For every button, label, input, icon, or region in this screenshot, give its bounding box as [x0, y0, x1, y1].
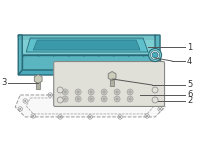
Circle shape: [139, 94, 141, 96]
Polygon shape: [18, 70, 160, 75]
Circle shape: [90, 90, 93, 93]
Text: 5: 5: [187, 81, 192, 90]
Circle shape: [152, 97, 158, 103]
Circle shape: [64, 97, 67, 100]
Circle shape: [129, 97, 132, 100]
Circle shape: [77, 97, 80, 100]
Text: 6: 6: [187, 90, 192, 100]
Polygon shape: [34, 75, 42, 83]
Circle shape: [62, 96, 68, 102]
Circle shape: [59, 116, 61, 118]
Circle shape: [116, 90, 119, 93]
Circle shape: [24, 100, 26, 102]
Polygon shape: [26, 98, 154, 114]
Polygon shape: [18, 35, 160, 55]
Circle shape: [146, 115, 148, 117]
Circle shape: [101, 89, 107, 95]
Circle shape: [79, 94, 81, 96]
Circle shape: [109, 94, 111, 96]
Circle shape: [57, 87, 63, 93]
Bar: [36, 81, 40, 89]
Bar: [110, 78, 114, 86]
Circle shape: [101, 96, 107, 102]
Circle shape: [62, 89, 68, 95]
Circle shape: [75, 96, 81, 102]
Circle shape: [103, 90, 106, 93]
Circle shape: [154, 100, 156, 102]
Text: 3: 3: [1, 78, 6, 87]
Circle shape: [89, 116, 91, 118]
Circle shape: [159, 108, 161, 110]
Text: 1: 1: [187, 42, 192, 52]
Circle shape: [103, 97, 106, 100]
Polygon shape: [18, 35, 22, 75]
Polygon shape: [33, 40, 140, 50]
Circle shape: [114, 89, 120, 95]
Circle shape: [19, 108, 21, 110]
Polygon shape: [22, 55, 160, 70]
Polygon shape: [26, 38, 148, 52]
Circle shape: [149, 49, 162, 61]
Circle shape: [127, 96, 133, 102]
Circle shape: [75, 89, 81, 95]
Circle shape: [90, 97, 93, 100]
Circle shape: [152, 87, 158, 93]
FancyBboxPatch shape: [54, 61, 165, 106]
Circle shape: [32, 115, 34, 117]
Text: 2: 2: [187, 96, 192, 105]
Circle shape: [49, 94, 51, 96]
Circle shape: [152, 52, 158, 58]
Circle shape: [127, 89, 133, 95]
Text: 4: 4: [187, 56, 192, 66]
Polygon shape: [155, 35, 160, 75]
Circle shape: [57, 97, 63, 103]
Circle shape: [77, 90, 80, 93]
Circle shape: [64, 90, 67, 93]
Polygon shape: [15, 95, 165, 117]
Circle shape: [119, 116, 121, 118]
Circle shape: [88, 96, 94, 102]
Circle shape: [114, 96, 120, 102]
Circle shape: [151, 51, 160, 60]
Circle shape: [129, 90, 132, 93]
Circle shape: [88, 89, 94, 95]
Circle shape: [116, 97, 119, 100]
Polygon shape: [108, 71, 116, 81]
